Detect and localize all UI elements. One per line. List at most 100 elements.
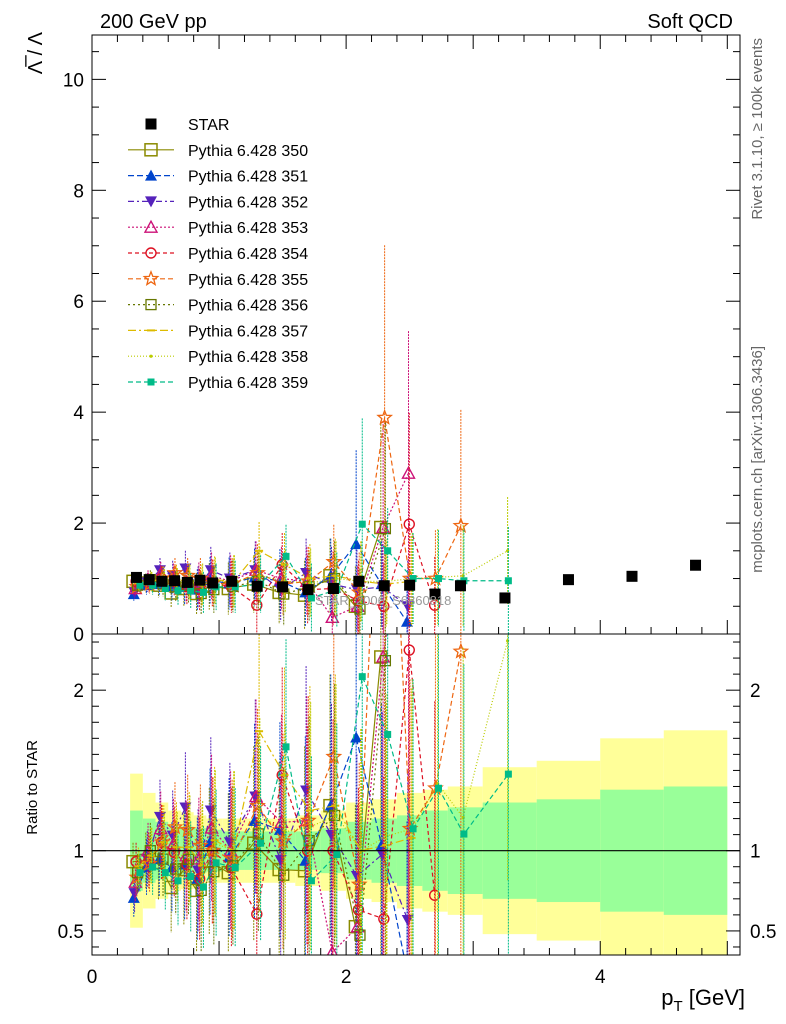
legend-label: Pythia 6.428 359	[188, 375, 308, 392]
data-point	[251, 599, 263, 611]
ratio-point	[223, 837, 236, 849]
ratio-point	[324, 799, 337, 811]
ratio-point	[274, 832, 292, 849]
data-point	[136, 581, 144, 589]
ratio-point	[257, 839, 265, 847]
legend-entry: Pythia 6.428 358	[128, 349, 308, 366]
header-right: Soft QCD	[647, 11, 733, 33]
data-point	[325, 553, 343, 570]
data-point	[282, 552, 290, 560]
main-ytick-label: 6	[73, 292, 84, 313]
ratio-point	[401, 914, 414, 926]
main-ytick-label: 4	[73, 403, 84, 424]
ratio-ytick-label: 1	[73, 842, 84, 863]
data-point	[187, 587, 195, 595]
data-point	[428, 599, 441, 611]
ratio-point	[352, 904, 365, 916]
legend-label: Pythia 6.428 358	[188, 349, 308, 366]
ratio-point	[299, 811, 317, 828]
star-data-point	[327, 583, 339, 595]
legend-entry: Pythia 6.428 357	[128, 323, 308, 340]
ratio-ytick-label: 0.5	[58, 922, 84, 943]
star-data-point	[353, 575, 365, 587]
mcplots-label: mcplots.cern.ch [arXiv:1306.3436]	[749, 346, 766, 573]
ratio-point	[350, 919, 365, 933]
legend-entry: STAR	[145, 117, 229, 134]
star-data-point	[277, 581, 289, 593]
legend-label: Pythia 6.428 354	[188, 246, 308, 263]
main-ytick-label: 2	[73, 514, 84, 535]
star-data-point	[378, 580, 390, 592]
legend-label: Pythia 6.428 352	[188, 194, 308, 211]
legend-entry: Pythia 6.428 352	[128, 194, 308, 211]
data-point	[325, 609, 340, 624]
legend-entry: Pythia 6.428 353	[128, 219, 308, 237]
ratio-point	[166, 818, 184, 835]
ratio-point	[326, 944, 338, 955]
header-left: 200 GeV pp	[100, 11, 207, 33]
ratio-point	[403, 644, 415, 656]
data-point	[199, 588, 207, 596]
ratio-point	[251, 908, 263, 920]
ratio-line	[137, 660, 386, 936]
main-ytick-label: 8	[73, 181, 84, 202]
data-point	[434, 575, 442, 583]
ratio-point	[212, 859, 220, 867]
data-point	[378, 600, 390, 612]
data-point	[409, 575, 417, 583]
ratio-point	[157, 853, 169, 865]
legend-label: Pythia 6.428 353	[188, 220, 308, 237]
ratio-point	[179, 821, 196, 838]
ratio-line	[136, 649, 436, 920]
main-ylabel: Λ̅ / Λ	[24, 31, 47, 74]
star-data-point	[207, 577, 219, 589]
star-data-point	[562, 574, 574, 586]
star-data-point	[181, 576, 193, 588]
ratio-line	[133, 735, 405, 955]
star-data-point	[251, 580, 263, 592]
data-point	[384, 547, 392, 555]
legend-entry: Pythia 6.428 359	[128, 375, 308, 392]
series-line	[137, 528, 386, 611]
legend-marker	[143, 219, 159, 233]
data-point	[376, 408, 394, 425]
legend-label: Pythia 6.428 356	[188, 298, 308, 315]
ratio-point	[379, 655, 392, 667]
ratio-point	[325, 747, 343, 764]
legend-marker	[144, 143, 158, 157]
legend-label: STAR	[188, 117, 229, 134]
star-data-point	[626, 570, 638, 582]
ratio-point	[452, 642, 470, 659]
ratio-point	[153, 811, 166, 823]
ratio-point	[204, 841, 222, 858]
ratio-ytick-label-right: 1	[750, 842, 761, 863]
ratio-ytick-label-right: 2	[750, 681, 761, 702]
ratio-point	[182, 853, 195, 865]
x-axis-label: pT [GeV]	[661, 985, 745, 1015]
data-point	[379, 522, 392, 535]
ratio-point	[199, 883, 207, 891]
legend-label: Pythia 6.428 351	[188, 169, 308, 186]
ratio-point	[504, 770, 512, 778]
ratio-point	[174, 877, 182, 885]
star-data-point	[404, 579, 416, 591]
data-point	[307, 594, 315, 602]
ratio-point	[223, 850, 241, 867]
star-data-point	[143, 574, 155, 586]
ratio-ytick-label-right: 0.5	[750, 922, 776, 943]
ratio-point	[428, 889, 441, 901]
ratio-point	[358, 673, 366, 681]
data-point	[231, 583, 239, 591]
xtick-label: 4	[595, 967, 606, 988]
ratio-point	[350, 731, 363, 743]
star-data-point	[690, 559, 702, 571]
legend-entry: Pythia 6.428 355	[128, 270, 308, 289]
data-point	[354, 603, 366, 615]
star-data-point	[130, 571, 142, 583]
data-point	[400, 615, 413, 627]
watermark: STAR_2006_S6860818	[315, 593, 451, 608]
data-point	[452, 516, 470, 533]
ratio-point	[273, 823, 286, 835]
ratio-point	[249, 797, 266, 813]
ratio-point	[303, 834, 315, 847]
